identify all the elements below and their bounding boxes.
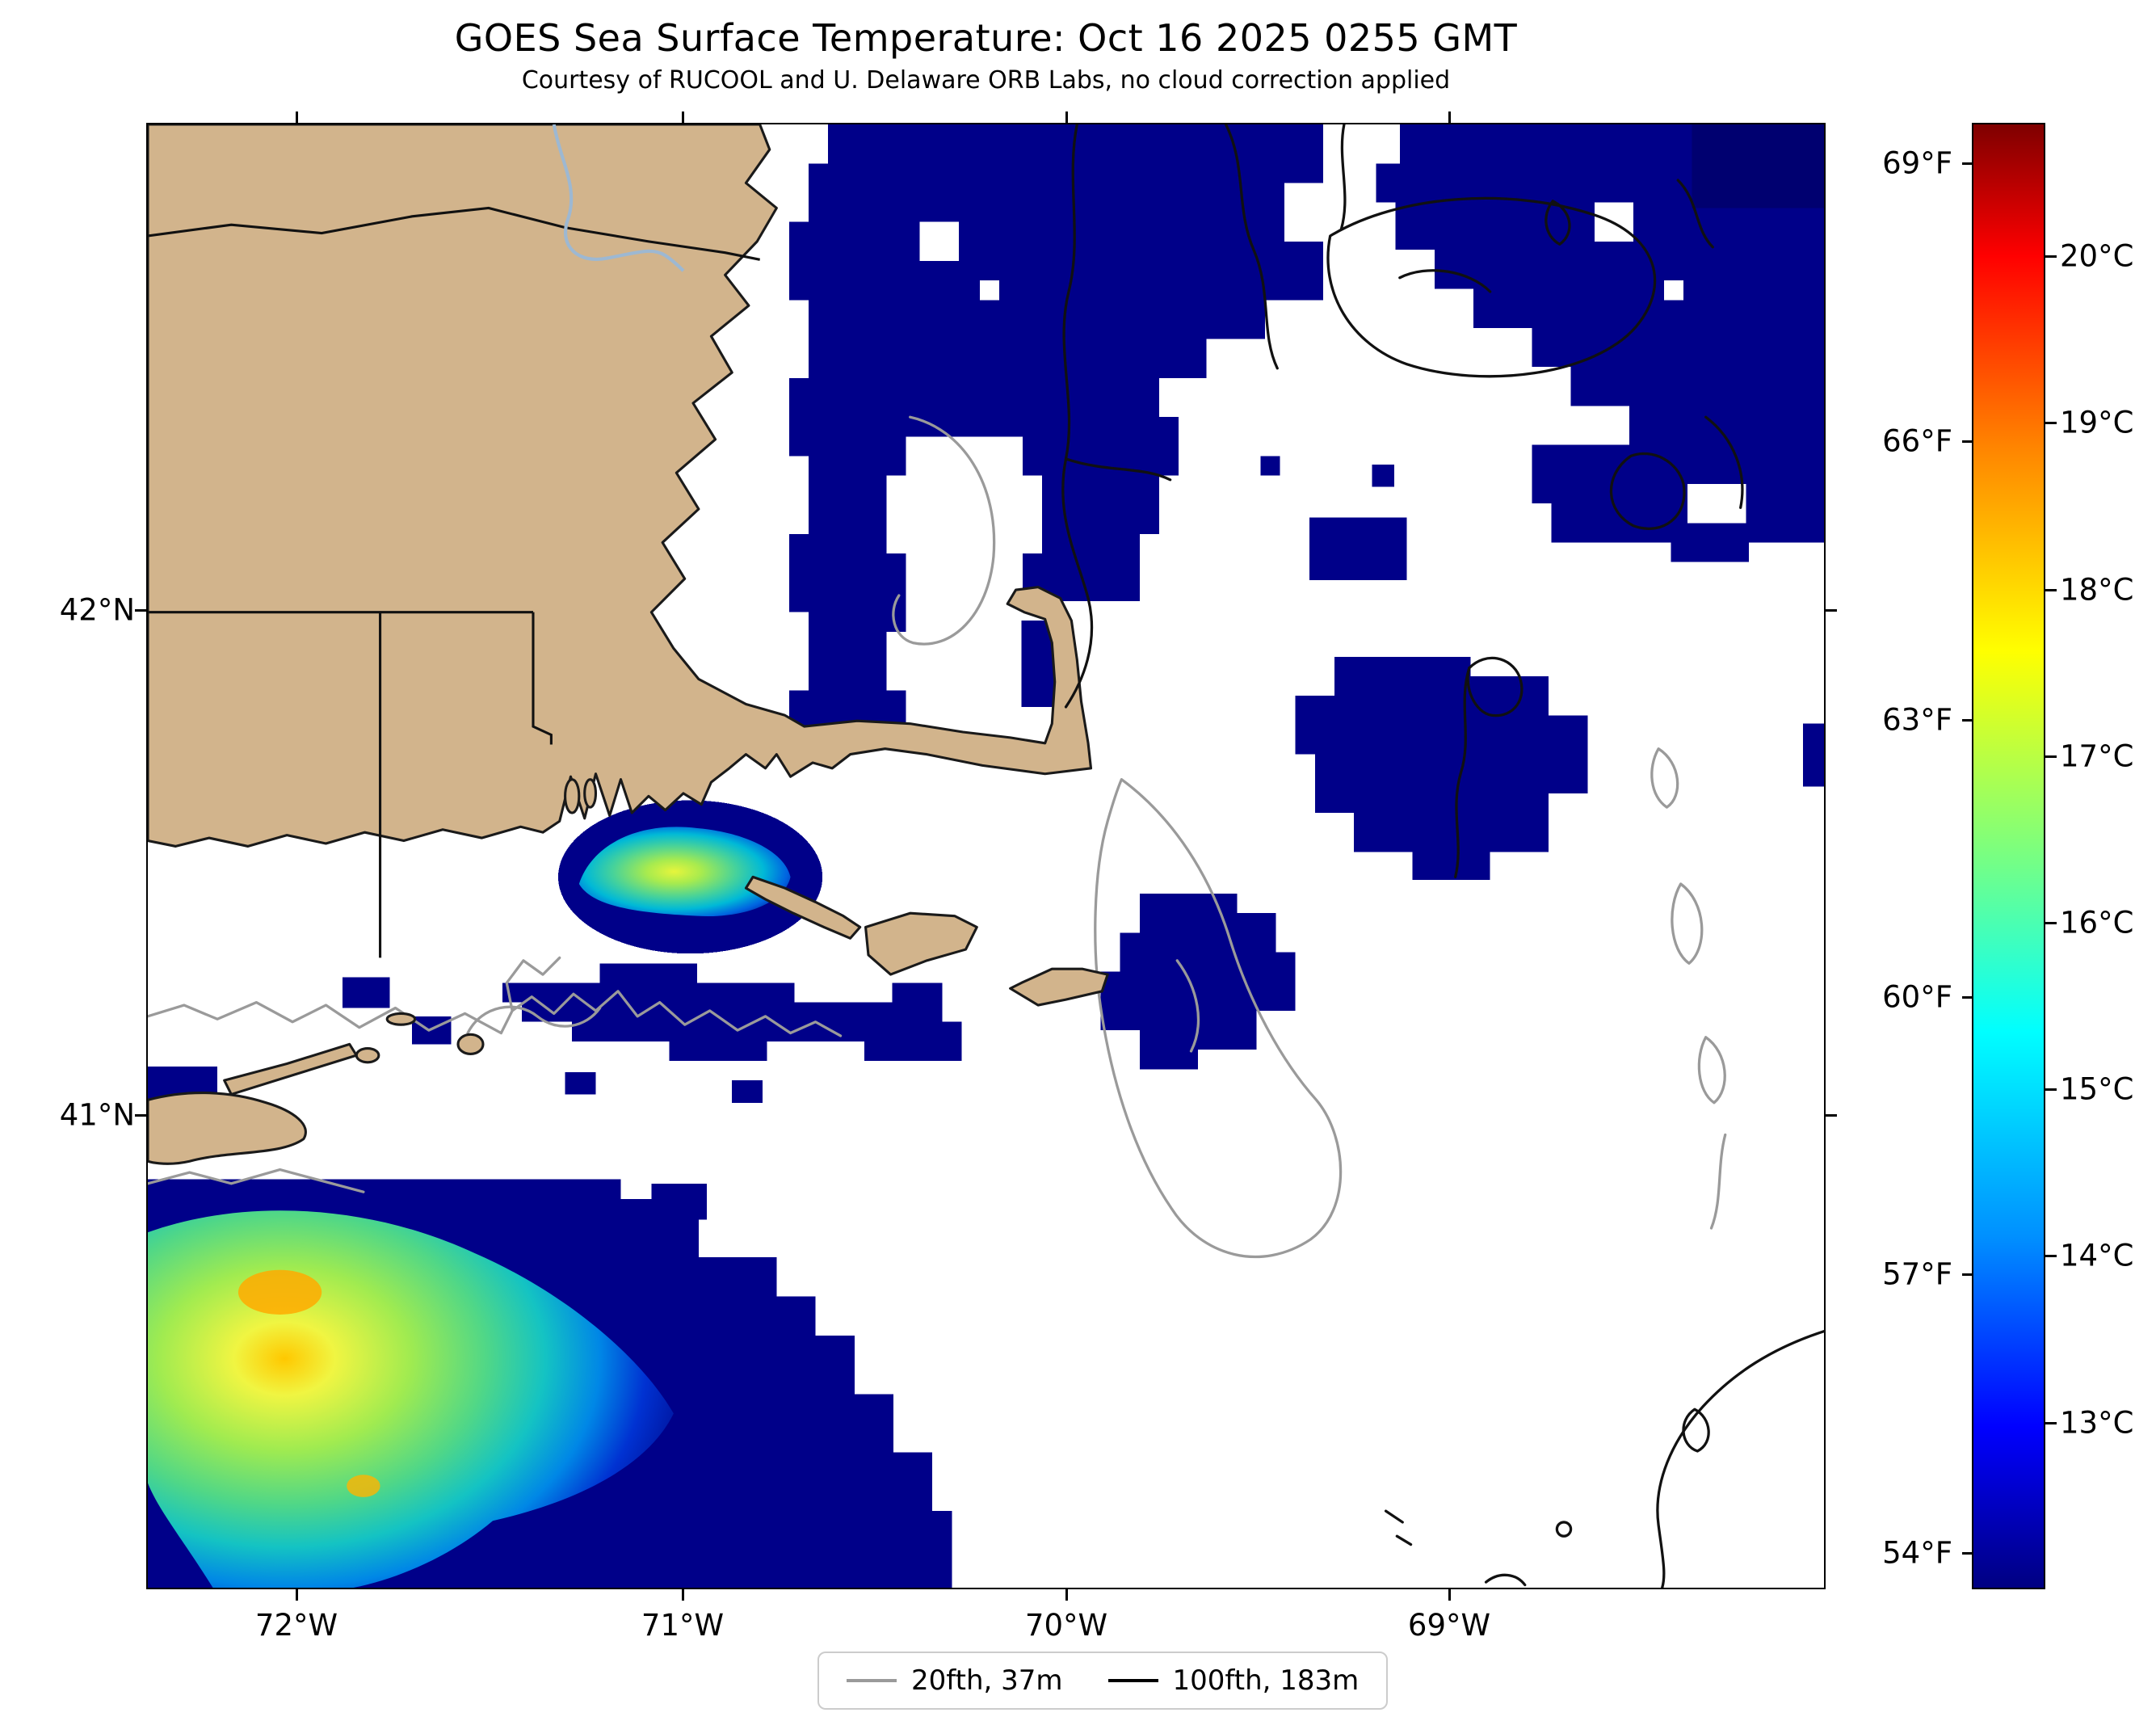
legend-label: 100fth, 183m [1172,1664,1360,1697]
contour-20fth [148,415,1727,1259]
colorbar-c-label: 15°C [2060,1071,2134,1107]
marthas-vineyard [864,911,978,976]
x-tick-label: 72°W [254,1608,338,1643]
colorbar-f-tick [1962,1273,1973,1276]
x-tick-mark-top [682,112,684,123]
colorbar-f-label: 69°F [1882,145,1952,181]
x-tick-mark [1448,1589,1451,1601]
colorbar-c-tick [2045,755,2057,758]
colorbar-f-label: 66°F [1882,423,1952,459]
colorbar-c-label: 17°C [2060,738,2134,774]
colorbar-c-tick [2045,589,2057,591]
black-contour-line-sample [1107,1679,1158,1682]
colorbar-c-tick [2045,1255,2057,1257]
legend-item-20fth: 20fth, 37m [847,1664,1063,1697]
colorbar-c-tick [2045,1088,2057,1091]
contour-100fth [1061,124,1824,1588]
narragansett-island-2 [583,778,598,809]
gray-contour-line-sample [847,1679,897,1682]
narragansett-island-1 [564,778,581,814]
colorbar-f-tick [1962,1552,1973,1555]
x-tick-label: 71°W [641,1608,725,1643]
map-plot [146,123,1826,1589]
colorbar-f-tick [1962,719,1973,722]
colorbar-f-label: 60°F [1882,979,1952,1015]
colorbar-c-tick [2045,422,2057,424]
y-tick-mark-right [1826,609,1837,612]
y-tick-label: 42°N [59,592,135,628]
long-island-tip [148,1092,307,1165]
gardiners-island [355,1046,380,1064]
colorbar-c-tick [2045,255,2057,258]
x-tick-mark [296,1589,298,1601]
colorbar-f-label: 63°F [1882,702,1952,738]
river [552,124,685,272]
colorbar-c-label: 13°C [2060,1405,2134,1441]
colorbar-c-label: 14°C [2060,1238,2134,1273]
y-tick-mark [135,1114,146,1117]
page-subtitle: Courtesy of RUCOOL and U. Delaware ORB L… [521,66,1451,95]
colorbar-f-tick [1962,162,1973,165]
colorbar-c-tick [2045,1422,2057,1424]
y-tick-mark [135,609,146,612]
page-title: GOES Sea Surface Temperature: Oct 16 202… [454,16,1518,60]
colorbar-c-label: 20°C [2060,238,2134,274]
x-tick-mark-top [1065,112,1068,123]
colorbar-f-label: 54°F [1882,1535,1952,1571]
x-tick-mark-top [296,112,298,123]
colorbar-f-label: 57°F [1882,1256,1952,1292]
colorbar-f-tick [1962,996,1973,999]
colorbar-c-tick [2045,922,2057,924]
colorbar-c-label: 16°C [2060,905,2134,940]
legend-item-100fth: 100fth, 183m [1107,1664,1360,1697]
x-tick-mark [1065,1589,1068,1601]
colorbar-f-tick [1962,440,1973,443]
sst-map-canvas [148,124,1824,1588]
state-borders [148,206,760,958]
elizabeth-islands [744,875,862,940]
warm-eddy-layer [148,779,791,1588]
nantucket [1009,967,1109,1007]
x-tick-mark [682,1589,684,1601]
colorbar-c-label: 18°C [2060,572,2134,608]
x-tick-label: 70°W [1024,1608,1108,1643]
legend-label: 20fth, 37m [911,1664,1063,1697]
block-island [456,1033,485,1055]
y-tick-label: 41°N [59,1097,135,1133]
x-tick-label: 69°W [1407,1608,1491,1643]
mainland-new-england [148,124,1093,848]
depth-contour-legend: 20fth, 37m 100fth, 183m [817,1652,1389,1710]
land-layer [148,124,1109,1165]
y-tick-mark-right [1826,1114,1837,1117]
x-tick-mark-top [1448,112,1451,123]
colorbar-c-label: 19°C [2060,405,2134,440]
colorbar [1972,123,2045,1589]
fishers-island [385,1012,417,1026]
